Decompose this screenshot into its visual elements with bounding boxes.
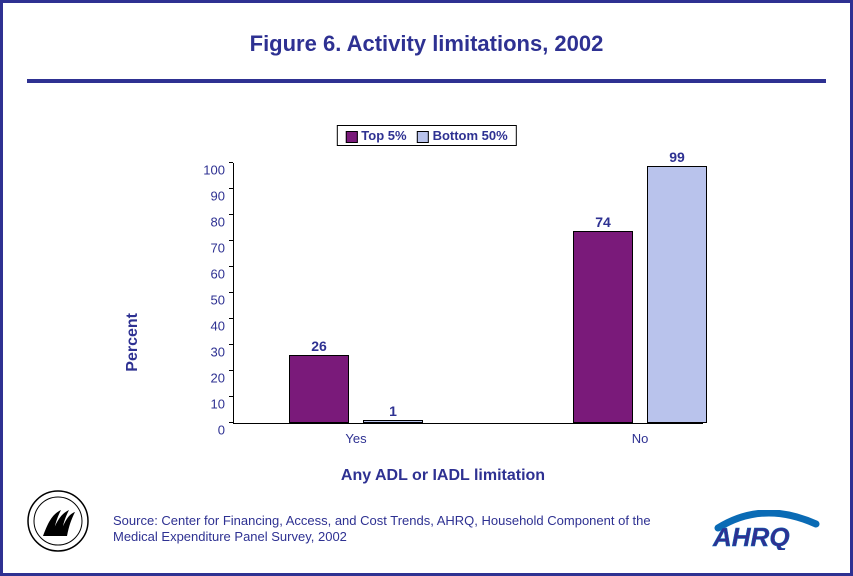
y-axis-label: Percent bbox=[124, 313, 142, 372]
y-tick-mark bbox=[229, 370, 233, 371]
y-tick-label: 10 bbox=[190, 397, 225, 412]
figure-frame: Figure 6. Activity limitations, 2002 Top… bbox=[0, 0, 853, 576]
y-tick-mark bbox=[229, 214, 233, 215]
bar: 74 bbox=[573, 231, 633, 423]
y-tick-mark bbox=[229, 344, 233, 345]
y-tick-mark bbox=[229, 162, 233, 163]
figure-title: Figure 6. Activity limitations, 2002 bbox=[3, 31, 850, 57]
legend: Top 5% Bottom 50% bbox=[336, 125, 516, 146]
title-rule bbox=[27, 79, 826, 83]
y-tick-mark bbox=[229, 396, 233, 397]
y-tick-label: 30 bbox=[190, 345, 225, 360]
y-tick-label: 20 bbox=[190, 371, 225, 386]
bar-value-label: 26 bbox=[311, 338, 327, 354]
legend-item: Top 5% bbox=[345, 128, 406, 143]
y-tick-label: 90 bbox=[190, 189, 225, 204]
source-text: Source: Center for Financing, Access, an… bbox=[113, 513, 680, 546]
svg-text:AHRQ: AHRQ bbox=[712, 522, 790, 550]
y-tick-label: 70 bbox=[190, 241, 225, 256]
chart-area: Percent 0102030405060708090100261Yes7499… bbox=[143, 153, 743, 473]
y-tick-mark bbox=[229, 292, 233, 293]
y-tick-mark bbox=[229, 318, 233, 319]
legend-swatch-top5 bbox=[345, 131, 357, 143]
y-tick-mark bbox=[229, 422, 233, 423]
x-axis-label: Any ADL or IADL limitation bbox=[341, 467, 545, 485]
x-tick-label: No bbox=[632, 431, 649, 446]
x-axis bbox=[233, 423, 703, 424]
plot-region: 0102030405060708090100261Yes7499No bbox=[233, 163, 703, 423]
y-tick-mark bbox=[229, 266, 233, 267]
ahrq-logo-icon: AHRQ bbox=[708, 510, 828, 555]
y-tick-label: 50 bbox=[190, 293, 225, 308]
legend-item: Bottom 50% bbox=[417, 128, 508, 143]
bar: 1 bbox=[363, 420, 423, 423]
y-tick-mark bbox=[229, 188, 233, 189]
legend-label: Bottom 50% bbox=[433, 128, 508, 143]
legend-swatch-bottom50 bbox=[417, 131, 429, 143]
y-tick-label: 40 bbox=[190, 319, 225, 334]
y-tick-label: 60 bbox=[190, 267, 225, 282]
y-tick-label: 100 bbox=[190, 163, 225, 178]
legend-label: Top 5% bbox=[361, 128, 406, 143]
y-tick-mark bbox=[229, 240, 233, 241]
y-tick-label: 80 bbox=[190, 215, 225, 230]
y-axis bbox=[233, 163, 234, 423]
x-tick-label: Yes bbox=[345, 431, 366, 446]
bar: 99 bbox=[647, 166, 707, 423]
bar-value-label: 99 bbox=[669, 149, 685, 165]
y-tick-label: 0 bbox=[190, 423, 225, 438]
hhs-seal-icon bbox=[27, 490, 89, 557]
bar-value-label: 74 bbox=[595, 214, 611, 230]
bar-value-label: 1 bbox=[389, 403, 397, 419]
bar: 26 bbox=[289, 355, 349, 423]
